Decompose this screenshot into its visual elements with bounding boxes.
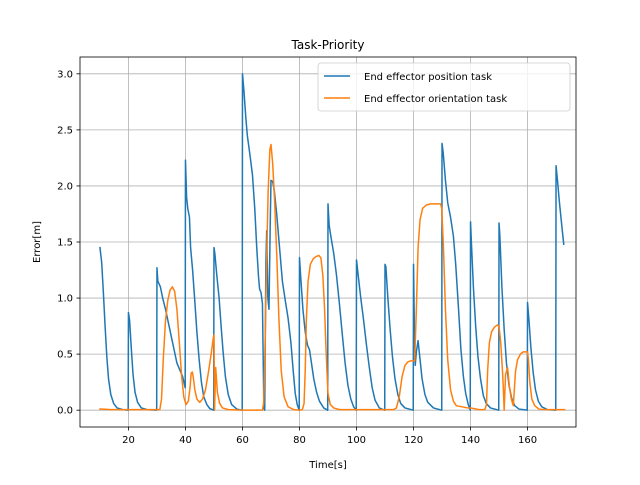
series-line-position-task — [99, 73, 565, 411]
x-axis-label: Time[s] — [308, 460, 347, 471]
x-tick-label: 20 — [122, 435, 135, 446]
legend: End effector position task End effector … — [317, 62, 571, 112]
y-tick-label: 0.0 — [57, 406, 73, 417]
x-tick-label: 40 — [179, 435, 192, 446]
x-tick-label: 100 — [347, 435, 366, 446]
legend-label-orientation: End effector orientation task — [364, 94, 507, 105]
y-tick-label: 3.0 — [57, 69, 73, 80]
x-tick-label: 140 — [461, 435, 480, 446]
x-tick-label: 80 — [293, 435, 306, 446]
x-tick-label: 160 — [518, 435, 537, 446]
legend-label-position: End effector position task — [364, 72, 492, 83]
y-tick-label: 1.5 — [57, 238, 73, 249]
y-axis: 0.0 0.5 1.0 1.5 2.0 2.5 3.0 — [57, 69, 80, 417]
series-line-orientation-task — [99, 143, 566, 411]
y-tick-label: 2.0 — [57, 181, 73, 192]
legend-box — [317, 62, 571, 112]
y-tick-label: 1.0 — [57, 294, 73, 305]
series-group — [99, 73, 566, 411]
y-axis-label: Error[m] — [32, 221, 43, 263]
x-axis: 20 40 60 80 100 120 140 160 — [122, 427, 537, 446]
x-tick-label: 60 — [236, 435, 249, 446]
chart-title: Task-Priority — [291, 38, 365, 52]
x-tick-label: 120 — [404, 435, 423, 446]
y-tick-label: 2.5 — [57, 125, 73, 136]
y-tick-label: 0.5 — [57, 350, 73, 361]
